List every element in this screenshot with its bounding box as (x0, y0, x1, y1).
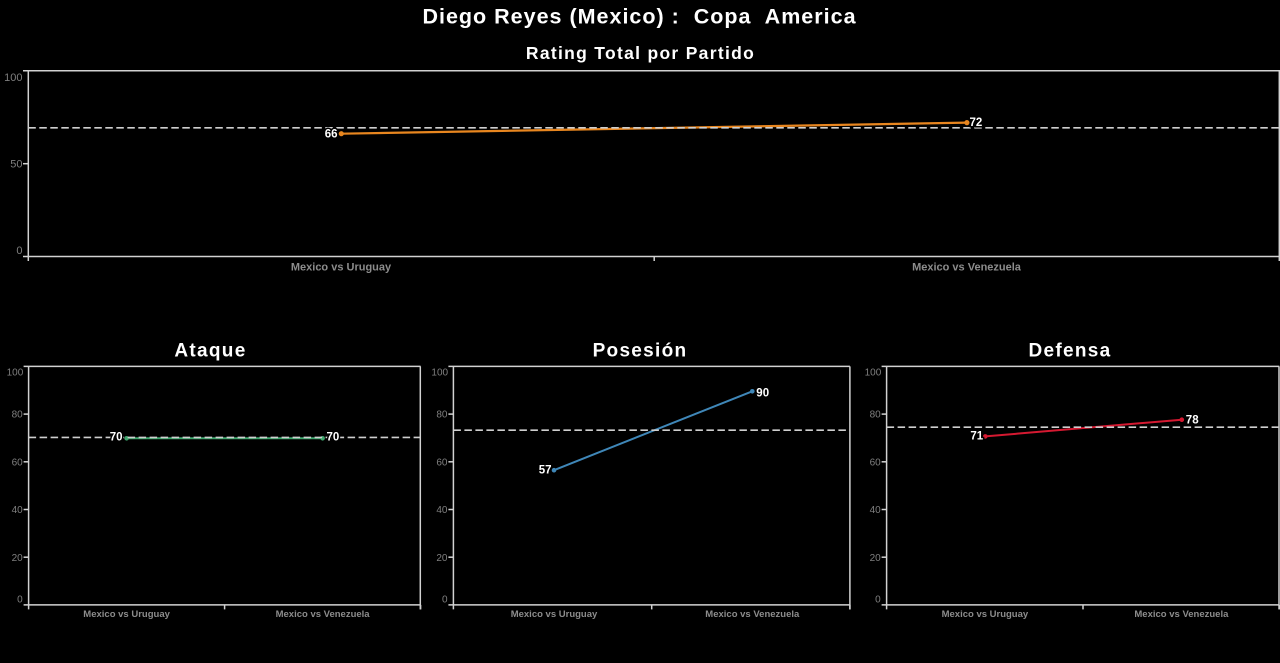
svg-text:71: 71 (970, 430, 983, 442)
svg-text:78: 78 (1186, 414, 1199, 426)
svg-text:Mexico vs Venezuela: Mexico vs Venezuela (1134, 609, 1229, 620)
svg-text:72: 72 (970, 117, 983, 129)
svg-text:80: 80 (436, 410, 448, 421)
svg-text:66: 66 (325, 128, 338, 140)
svg-text:60: 60 (870, 457, 882, 468)
svg-text:100: 100 (7, 368, 24, 379)
svg-text:40: 40 (870, 505, 882, 516)
svg-text:0: 0 (442, 595, 448, 606)
svg-text:70: 70 (110, 432, 123, 444)
svg-text:40: 40 (436, 505, 448, 516)
svg-text:57: 57 (539, 464, 552, 476)
svg-text:70: 70 (327, 432, 340, 444)
svg-text:80: 80 (870, 410, 882, 421)
svg-text:Mexico vs Venezuela: Mexico vs Venezuela (912, 262, 1022, 274)
svg-text:0: 0 (16, 245, 22, 257)
svg-text:Mexico vs Uruguay: Mexico vs Uruguay (83, 609, 170, 620)
svg-text:Mexico vs Uruguay: Mexico vs Uruguay (942, 609, 1029, 620)
svg-text:40: 40 (12, 505, 24, 516)
svg-text:20: 20 (870, 553, 882, 564)
svg-text:0: 0 (17, 595, 23, 606)
svg-text:60: 60 (12, 457, 24, 468)
svg-text:80: 80 (12, 410, 24, 421)
svg-text:0: 0 (875, 595, 881, 606)
svg-text:Diego Reyes (Mexico) : Copa: Diego Reyes (Mexico) : Copa America (422, 5, 856, 29)
svg-text:100: 100 (865, 368, 882, 379)
svg-text:Posesión: Posesión (593, 341, 688, 362)
svg-text:20: 20 (12, 553, 24, 564)
svg-text:100: 100 (4, 72, 22, 84)
svg-text:90: 90 (756, 388, 769, 400)
svg-text:20: 20 (436, 553, 448, 564)
svg-text:50: 50 (10, 159, 22, 171)
svg-text:Mexico vs Uruguay: Mexico vs Uruguay (511, 609, 598, 620)
svg-text:60: 60 (436, 457, 448, 468)
svg-text:Mexico vs Venezuela: Mexico vs Venezuela (276, 609, 371, 620)
svg-text:Mexico vs Uruguay: Mexico vs Uruguay (291, 262, 392, 274)
svg-text:Mexico vs Venezuela: Mexico vs Venezuela (705, 609, 800, 620)
svg-text:Defensa: Defensa (1028, 341, 1111, 362)
svg-text:Ataque: Ataque (174, 341, 246, 362)
svg-text:Rating Total por Partido: Rating Total por Partido (526, 43, 755, 63)
svg-text:100: 100 (431, 368, 448, 379)
